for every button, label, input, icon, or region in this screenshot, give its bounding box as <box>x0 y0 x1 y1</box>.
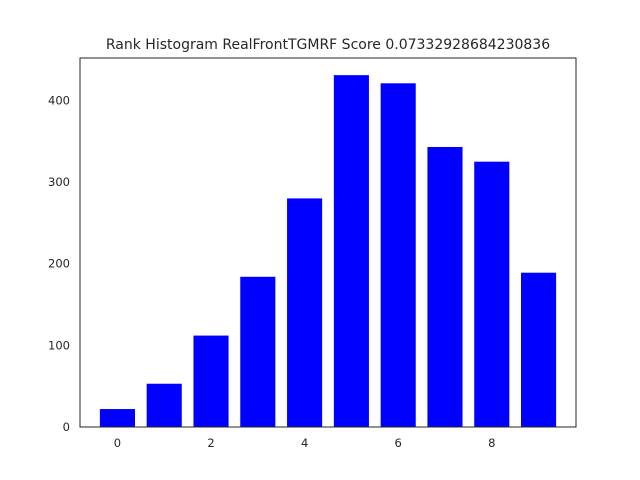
y-tick-label: 100 <box>48 338 70 352</box>
y-axis-ticks: 0 100 200 300 400 <box>48 93 70 434</box>
x-tick-label: 0 <box>114 436 121 450</box>
bar-rank-2 <box>193 335 229 427</box>
x-axis-ticks: 0 2 4 6 8 <box>114 436 496 450</box>
y-tick-label: 0 <box>63 420 70 434</box>
bar-rank-8 <box>474 161 510 427</box>
bar-rank-1 <box>146 383 182 427</box>
bar-rank-5 <box>333 75 369 428</box>
bar-rank-4 <box>287 198 323 427</box>
chart-title: Rank Histogram RealFrontTGMRF Score 0.07… <box>106 37 550 53</box>
plot-frame <box>79 57 577 428</box>
x-tick-label: 2 <box>207 436 214 450</box>
bar-rank-9 <box>521 272 557 427</box>
x-tick-label: 8 <box>488 436 495 450</box>
bar-rank-3 <box>240 276 276 427</box>
y-tick-label: 400 <box>48 93 70 107</box>
y-tick-label: 200 <box>48 257 70 271</box>
x-tick-label: 4 <box>301 436 308 450</box>
bars-group <box>99 75 557 428</box>
bar-rank-0 <box>99 409 135 427</box>
y-tick-label: 300 <box>48 175 70 189</box>
x-tick-label: 6 <box>395 436 402 450</box>
bar-rank-7 <box>427 146 463 428</box>
bar-rank-6 <box>380 83 416 427</box>
